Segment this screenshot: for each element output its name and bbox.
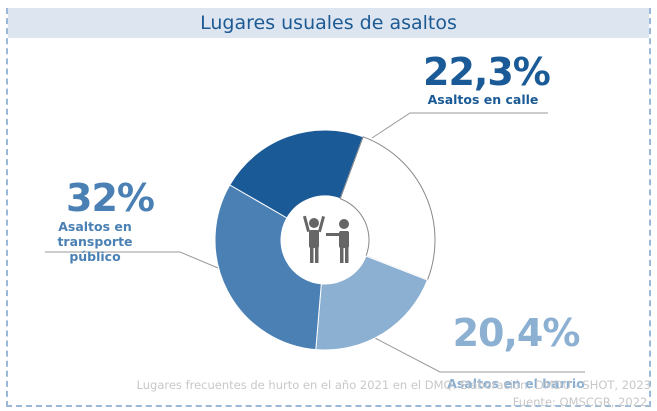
category-label: Asaltos en transporte público	[57, 219, 133, 264]
donut-segment	[214, 184, 322, 351]
source-note: Fuente: OMSCGR, 2022.	[512, 395, 651, 409]
chart-title: Lugares usuales de asaltos	[8, 8, 649, 38]
value-label: 32%	[66, 176, 155, 220]
leader-line	[374, 337, 585, 373]
value-label: 22,3%	[423, 50, 551, 94]
donut-segment	[339, 136, 436, 281]
donut-segment	[315, 255, 429, 351]
value-label: 20,4%	[452, 311, 581, 355]
leader-line	[371, 112, 548, 139]
leader-lines	[45, 112, 585, 373]
category-label: Asaltos en calle	[427, 92, 539, 107]
category-label: Asaltos en el barrio	[447, 376, 585, 391]
donut-segment	[229, 129, 364, 219]
leader-line	[45, 251, 219, 269]
source-note: Lugares frecuentes de hurto en el año 20…	[136, 378, 651, 392]
center-icon	[302, 215, 349, 263]
